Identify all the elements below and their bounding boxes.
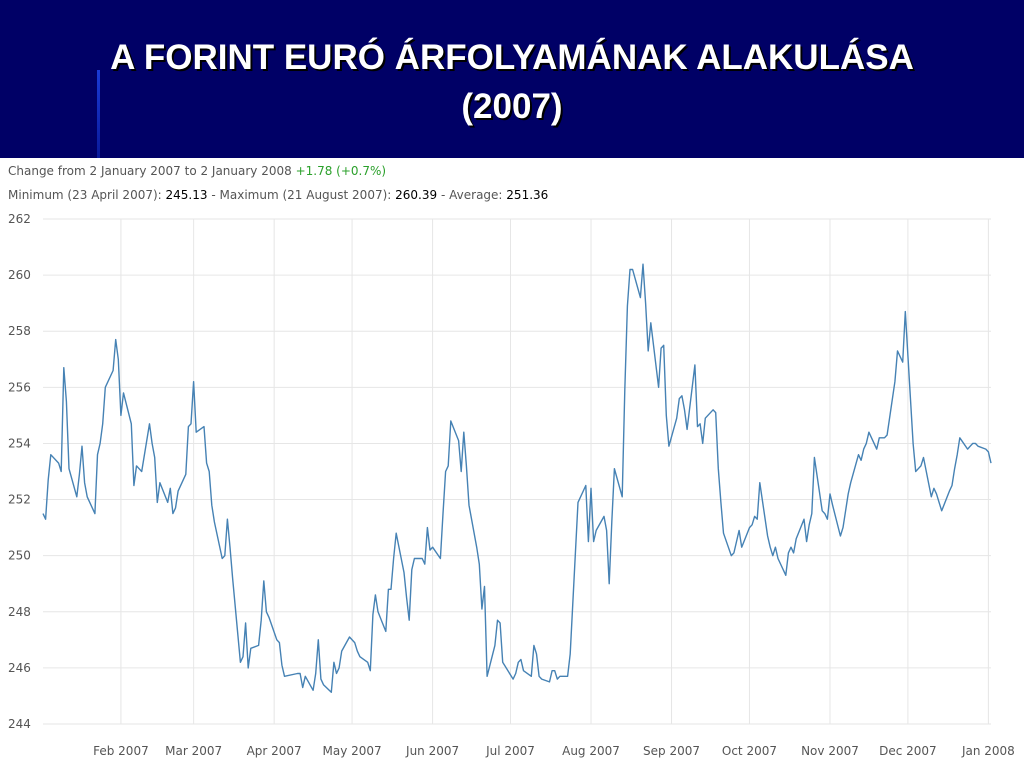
x-tick-label: Oct 2007: [722, 744, 777, 758]
change-summary: Change from 2 January 2007 to 2 January …: [8, 164, 386, 178]
y-tick-label: 244: [8, 717, 31, 731]
max-value: 260.39: [395, 188, 438, 202]
y-tick-label: 260: [8, 268, 31, 282]
min-value: 245.13: [165, 188, 208, 202]
y-tick-label: 248: [8, 605, 31, 619]
stats-summary: Minimum (23 April 2007): 245.13 - Maximu…: [8, 188, 548, 202]
x-tick-label: Sep 2007: [643, 744, 700, 758]
x-tick-label: Jun 2007: [405, 744, 459, 758]
change-value: +1.78 (+0.7%): [295, 164, 387, 178]
slide-title: A FORINT EURÓ ÁRFOLYAMÁNAK ALAKULÁSA (20…: [0, 33, 1024, 131]
change-label: Change from 2 January 2007 to 2 January …: [8, 164, 292, 178]
x-tick-label: Apr 2007: [247, 744, 302, 758]
separator: -: [440, 188, 446, 202]
x-tick-label: Feb 2007: [93, 744, 149, 758]
x-tick-label: Aug 2007: [562, 744, 620, 758]
slide-title-line-2: (2007): [461, 87, 563, 126]
x-tick-label: May 2007: [322, 744, 381, 758]
y-tick-label: 252: [8, 493, 31, 507]
x-tick-label: Jan 2008: [961, 744, 1015, 758]
separator: -: [211, 188, 216, 202]
title-bar: [0, 0, 1024, 158]
y-tick-label: 258: [8, 324, 31, 338]
y-tick-label: 254: [8, 436, 31, 450]
y-tick-label: 246: [8, 661, 31, 675]
x-tick-label: Dec 2007: [879, 744, 937, 758]
x-tick-label: Jul 2007: [485, 744, 535, 758]
y-tick-label: 256: [8, 380, 31, 394]
avg-label: Average:: [449, 188, 503, 202]
avg-value: 251.36: [506, 188, 549, 202]
x-tick-label: Nov 2007: [801, 744, 859, 758]
x-tick-label: Mar 2007: [165, 744, 222, 758]
y-tick-label: 250: [8, 549, 31, 563]
series-line: [42, 263, 992, 693]
max-label: Maximum (21 August 2007):: [219, 188, 392, 202]
y-tick-label: 262: [8, 212, 31, 226]
title-accent-line: [97, 70, 100, 158]
slide-title-line-1: A FORINT EURÓ ÁRFOLYAMÁNAK ALAKULÁSA: [110, 38, 914, 77]
min-label: Minimum (23 April 2007):: [8, 188, 162, 202]
